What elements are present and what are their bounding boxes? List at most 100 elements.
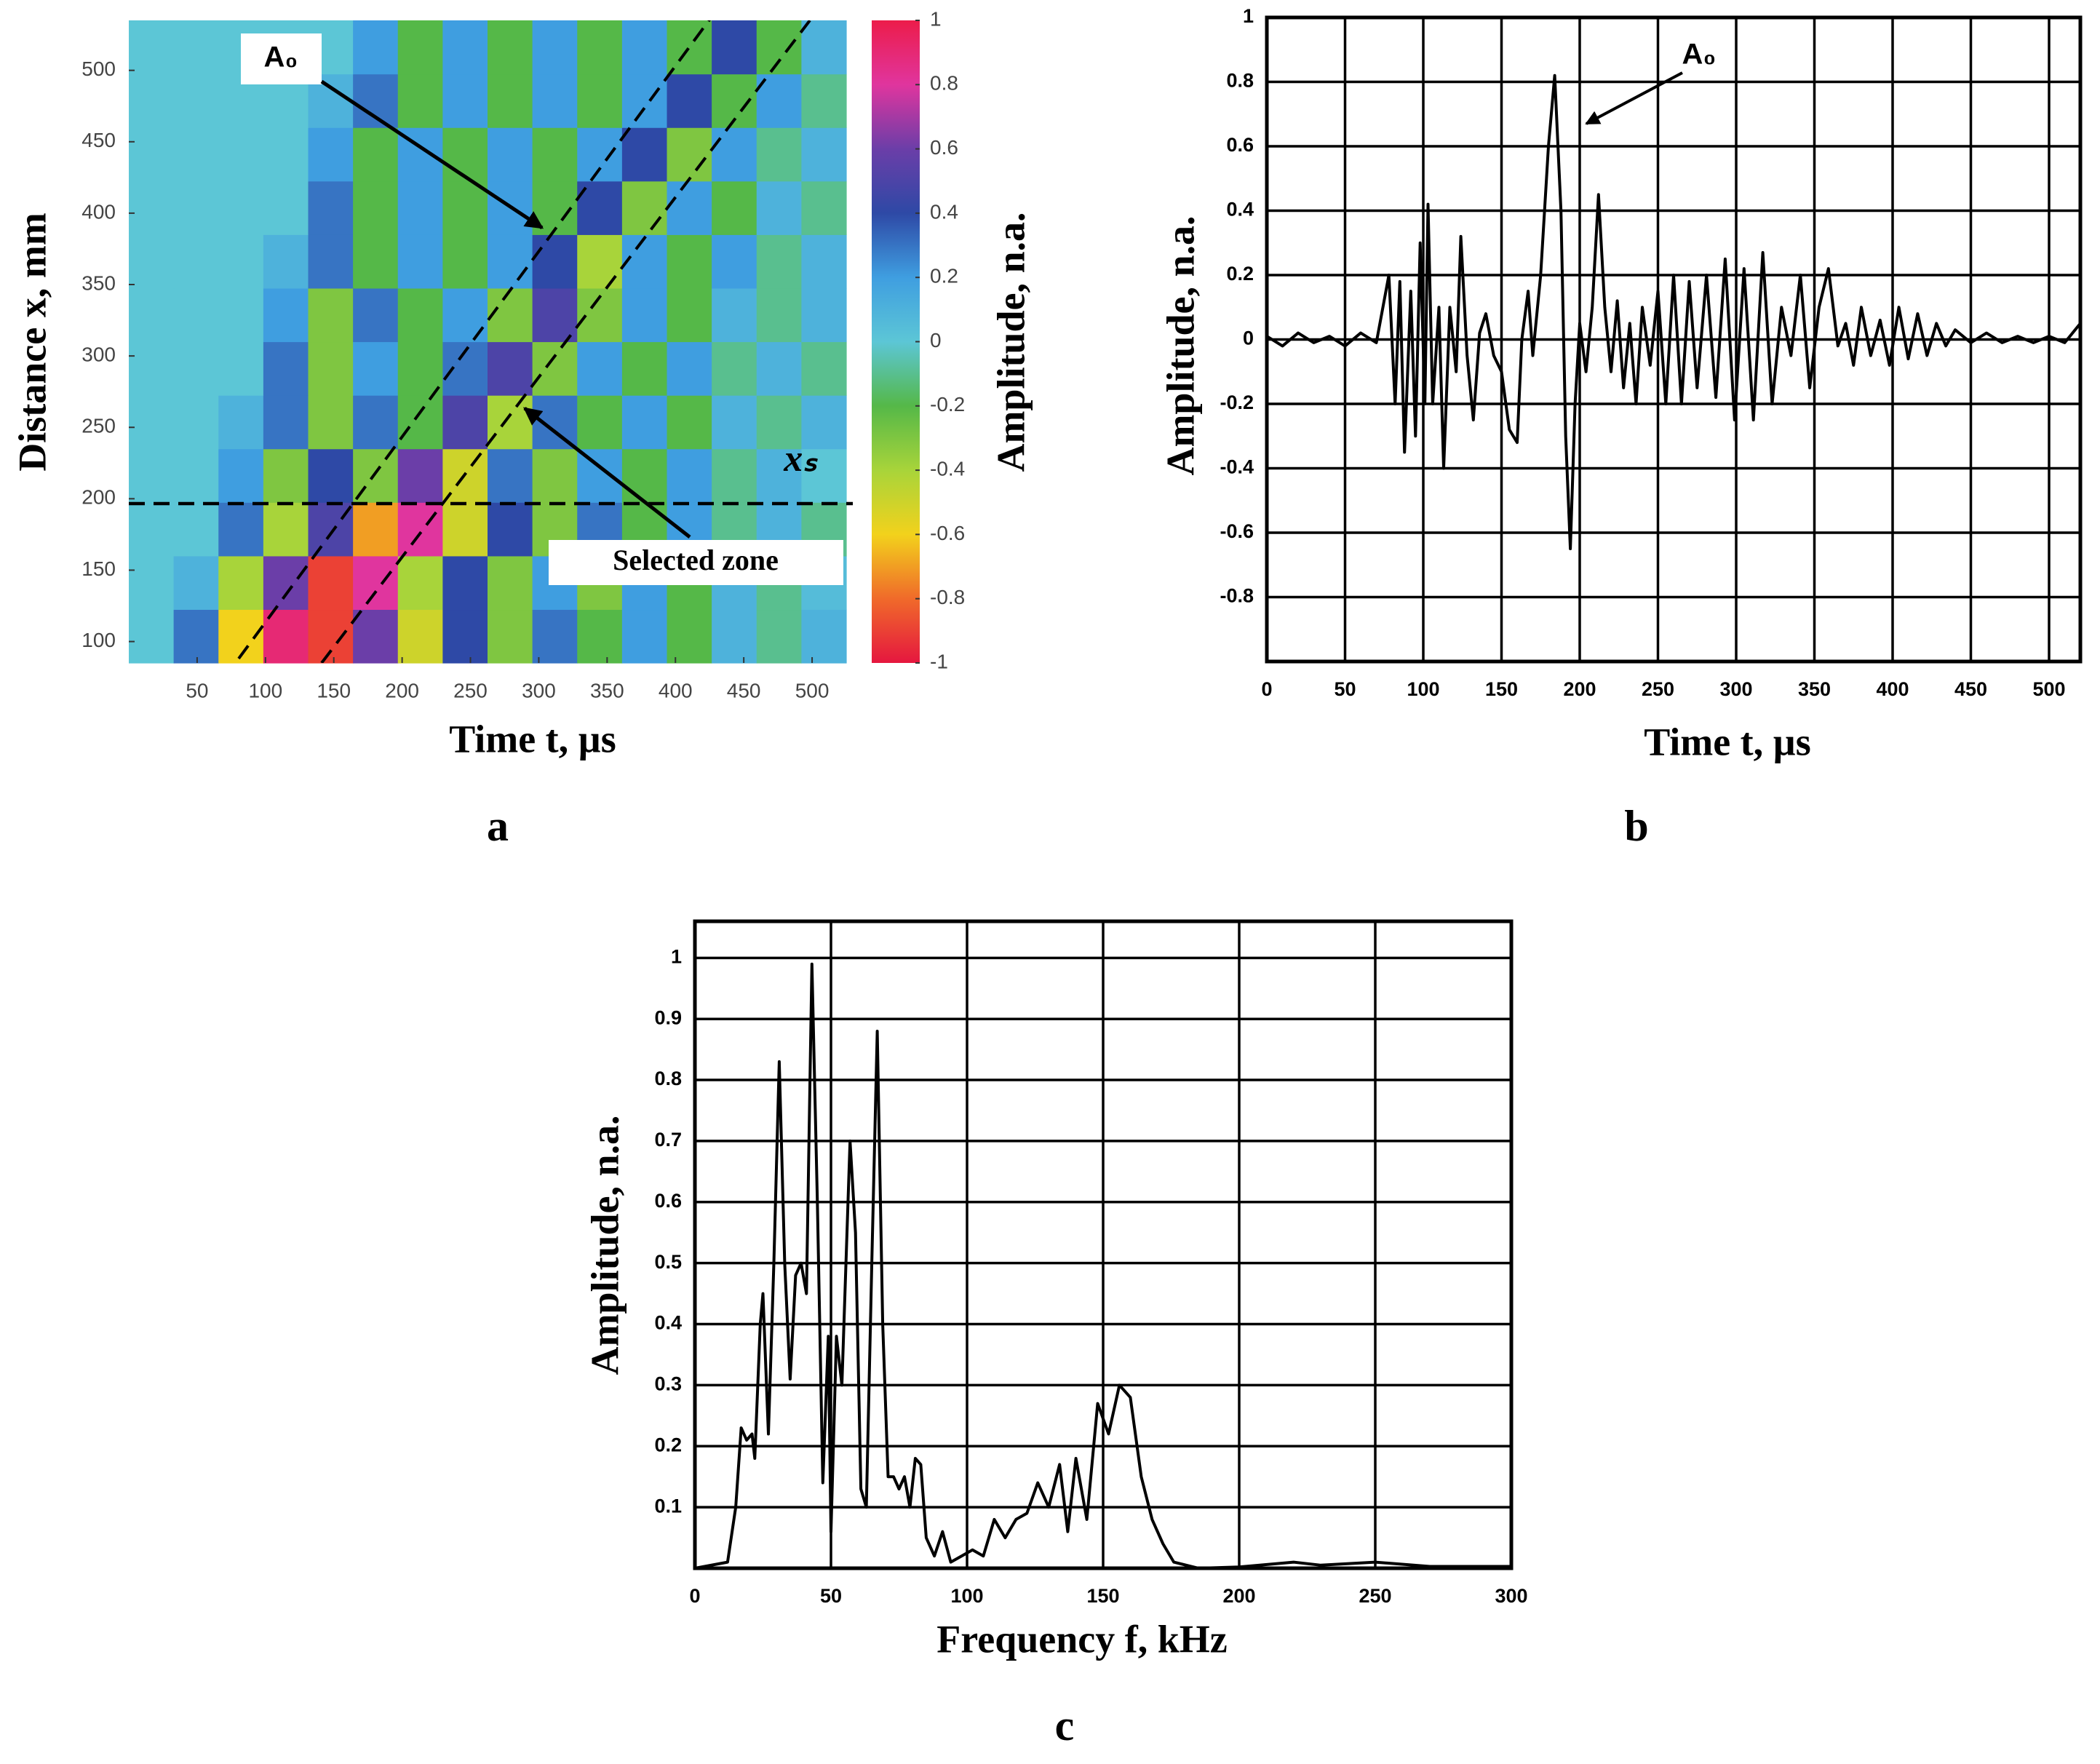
panel-label: a: [487, 802, 509, 850]
heatmap-cell: [129, 20, 175, 75]
heatmap-cell: [173, 287, 219, 343]
heatmap-cell: [488, 341, 533, 396]
heatmap-cell: [756, 341, 802, 396]
y-tick-label: -0.6: [1220, 520, 1254, 542]
heatmap-cell: [129, 395, 175, 450]
heatmap-cell: [577, 127, 623, 182]
heatmap-cell: [577, 609, 623, 664]
x-tick-label: 200: [1563, 678, 1596, 700]
heatmap-cell: [621, 341, 668, 396]
a0-label: A₀: [264, 41, 298, 74]
heatmap-cell: [129, 74, 175, 128]
zone-arrow: [523, 407, 691, 539]
annotations: A₀ Selected zone xₛ A₀: [129, 20, 1728, 663]
heatmap-cell: [129, 502, 175, 557]
heatmap-cell: [801, 20, 847, 75]
heatmap-cell: [218, 395, 264, 450]
heatmap-cell: [532, 609, 578, 664]
heatmap-cell: [577, 234, 623, 289]
x-tick-label: 150: [317, 679, 351, 702]
x-tick-label: 250: [453, 679, 488, 702]
heatmap-cell: [263, 448, 309, 503]
heatmap-cell: [442, 20, 488, 75]
heatmap-cell: [532, 234, 578, 289]
colorbar-tick-label: 0.8: [930, 72, 958, 95]
plot-layer: -1 -0.8 -0.6 -0.4 -0.2 0 0.2 0.4 0.6 0.8 1 Amplitud…: [10, 5, 2083, 1749]
x-axis-label: Time t, µs: [1644, 720, 1811, 763]
y-tick-label: -0.2: [1220, 392, 1254, 413]
heatmap-cell: [532, 127, 578, 182]
x-tick-label: 400: [1876, 678, 1909, 700]
heatmap-cell: [488, 20, 533, 75]
heatmap-cell: [263, 341, 309, 396]
heatmap-cell: [756, 180, 802, 235]
x-tick-label: 300: [1495, 1585, 1527, 1607]
y-tick-label: 400: [81, 200, 116, 223]
heatmap-cell: [173, 20, 219, 75]
heatmap-cell: [173, 127, 219, 182]
heatmap-cell: [488, 127, 533, 182]
heatmap-cell: [488, 502, 533, 557]
heatmap-cell: [308, 609, 354, 664]
heatmap-cell: [756, 127, 802, 182]
heatmap-cell: [621, 448, 668, 503]
heatmap-cell: [397, 555, 443, 611]
heatmap-cell: [173, 502, 219, 557]
x-tick-label: 50: [820, 1585, 842, 1607]
heatmap-cell: [218, 502, 264, 557]
y-axis-label: Amplitude, n.a.: [583, 1115, 627, 1375]
y-tick-label: 250: [81, 415, 116, 437]
colorbar-tick-label: -0.2: [930, 393, 965, 416]
heatmap-cell: [218, 180, 264, 235]
y-tick-label: 450: [81, 129, 116, 151]
heatmap-cell: [756, 20, 802, 75]
y-tick-label: 0.8: [1226, 70, 1254, 92]
heatmap-cell: [353, 341, 399, 396]
heatmap-cell: [756, 287, 802, 343]
heatmap-cell: [263, 395, 309, 450]
heatmap-cell: [801, 341, 847, 396]
x-tick-label: 200: [385, 679, 419, 702]
signal-line: [694, 962, 1511, 1570]
heatmap-cell: [621, 395, 668, 450]
heatmap-cell: [621, 74, 668, 128]
heatmap-cell: [218, 127, 264, 182]
heatmap-cell: [308, 448, 354, 503]
heatmap-cell: [621, 609, 668, 664]
heatmap-cell: [488, 609, 533, 664]
heatmap-cell: [263, 609, 309, 664]
colorbar-tick-label: -1: [930, 650, 948, 672]
heatmap-cell: [173, 341, 219, 396]
heatmap-cell: [353, 127, 399, 182]
heatmap-cell: [442, 180, 488, 235]
heatmap-cell: [621, 20, 668, 75]
heatmap-cell: [308, 395, 354, 450]
heatmap-cell: [621, 180, 668, 235]
x-tick-label: 450: [1954, 678, 1987, 700]
y-tick-label: 0.4: [654, 1312, 682, 1334]
y-tick-label: 0.6: [654, 1190, 682, 1212]
heatmap-cell: [801, 287, 847, 343]
x-tick-label: 150: [1086, 1585, 1119, 1607]
heatmap-cell: [353, 20, 399, 75]
heatmap-cell: [353, 555, 399, 611]
heatmap-cell: [263, 502, 309, 557]
heatmap-cell: [801, 127, 847, 182]
x-tick-label: 0: [1261, 678, 1272, 700]
heatmap-cell: [667, 395, 712, 450]
heatmap-cell: [667, 180, 712, 235]
heatmap-cell: [397, 502, 443, 557]
heatmap-cell: [173, 555, 219, 611]
heatmap-cell: [353, 502, 399, 557]
x-tick-label: 100: [950, 1585, 983, 1607]
heatmap-cell: [667, 234, 712, 289]
heatmap-cell: [397, 20, 443, 75]
y-tick-label: 0.6: [1226, 134, 1254, 156]
heatmap-cell: [353, 234, 399, 289]
x-tick-label: 250: [1359, 1585, 1391, 1607]
x-tick-label: 150: [1485, 678, 1518, 700]
y-tick-label: -0.4: [1220, 456, 1254, 478]
y-axis-label: Amplitude, n.a.: [1158, 215, 1202, 475]
heatmap-cell: [173, 180, 219, 235]
x-tick-label: 50: [1334, 678, 1356, 700]
